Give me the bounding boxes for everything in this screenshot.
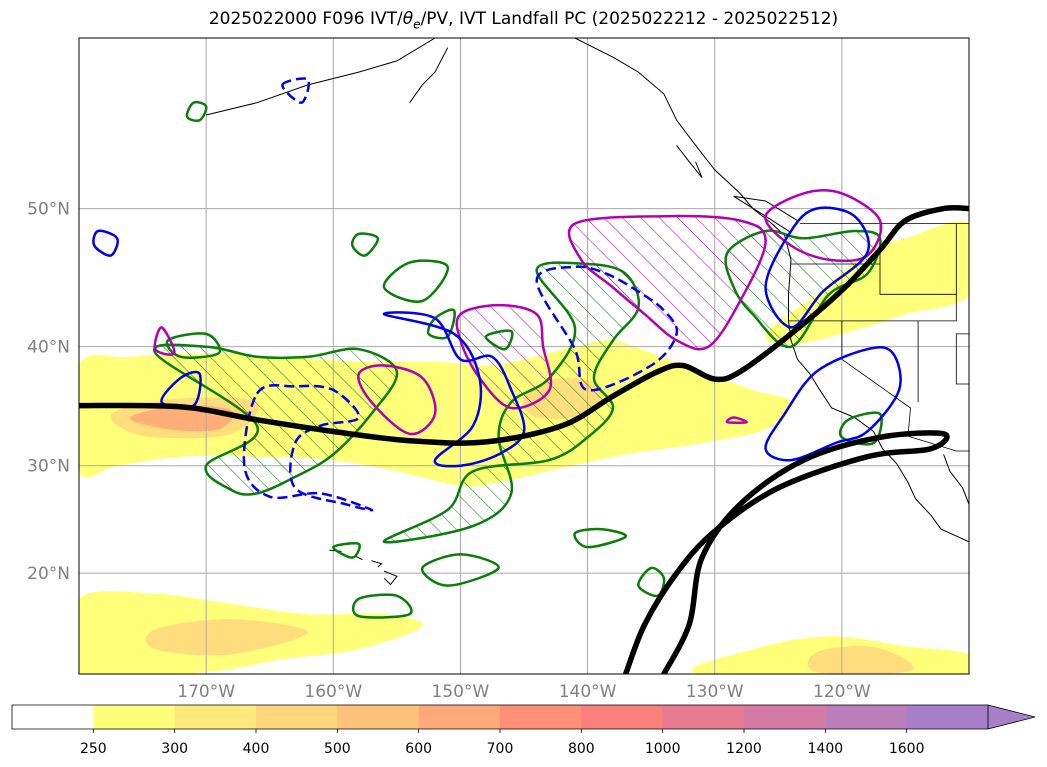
blue-dashed-contour: [281, 77, 311, 104]
blue-contour: [764, 206, 870, 329]
black-curve: [622, 430, 950, 674]
green-contour: [573, 527, 627, 549]
coastlines: [205, 38, 969, 586]
hatch-green: [154, 344, 398, 495]
blue-dashed-contour: [242, 384, 374, 512]
green-contour: [382, 259, 449, 303]
coastline: [371, 560, 383, 568]
colorbar-box: [93, 705, 176, 729]
blue-contour: [382, 311, 526, 468]
contour-lines: [92, 77, 902, 619]
colorbar-tick-label: 600: [405, 741, 432, 757]
black-curves: [79, 204, 969, 674]
green-contour: [350, 232, 380, 257]
lon-tick-label: 150°W: [432, 682, 490, 702]
green-contour: [484, 329, 514, 351]
green-contour: [332, 542, 361, 559]
green-contour: [637, 566, 666, 598]
green-contour: [724, 229, 882, 348]
colorbar-tick-label: 250: [80, 741, 107, 757]
colorbar-tick-label: 300: [161, 741, 188, 757]
black-curve: [79, 204, 969, 446]
colorbar-box: [256, 705, 338, 729]
magenta-contour: [357, 364, 437, 436]
lat-tick-label: 20°N: [27, 564, 70, 584]
magenta-contour: [764, 188, 883, 263]
colorbar-tick-label: 1000: [645, 741, 681, 757]
magenta-contour: [567, 214, 767, 351]
ivt-core-tropics-east: [807, 645, 914, 674]
colorbar-box: [906, 705, 989, 729]
green-contour: [421, 553, 500, 587]
colorbar-box: [662, 705, 745, 729]
coastline: [383, 570, 398, 586]
colorbar-tick-label: 1400: [808, 741, 844, 757]
colorbar-box: [418, 705, 501, 729]
colorbar-extend-arrow: [987, 704, 1036, 730]
coastline: [355, 556, 363, 561]
colorbar-box: [500, 705, 582, 729]
lat-tick-label: 40°N: [27, 338, 70, 358]
green-contour: [185, 100, 208, 122]
state-border: [788, 320, 911, 437]
title-prefix: 2025022000 F096 IVT/: [208, 9, 403, 29]
lon-tick-label: 140°W: [559, 682, 617, 702]
lon-tick-label: 120°W: [813, 682, 871, 702]
lon-tick-label: 170°W: [177, 682, 235, 702]
axis-tick-labels: 20°N 30°N 40°N 50°N 170°W 160°W 150°W 140°W 130°…: [27, 200, 871, 702]
lat-tick-label: 30°N: [27, 457, 70, 477]
green-contour: [838, 411, 883, 446]
colorbar: 250 300 400 500 600 700 800 1000 1200 1400 1600: [11, 704, 1036, 757]
lon-tick-label: 130°W: [686, 682, 744, 702]
ivt-core-tropics-west: [145, 619, 308, 656]
colorbar-box: [744, 705, 826, 729]
colorbar-tick-label: 400: [243, 741, 270, 757]
colorbar-tick-label: 700: [487, 741, 514, 757]
map-frame: [78, 37, 970, 675]
title-subscript: e: [413, 17, 421, 32]
colorbar-box: [12, 705, 94, 729]
hatch-magenta: [456, 305, 551, 409]
coastline: [205, 38, 436, 116]
blue-contour: [764, 345, 902, 462]
title-theta: θ: [402, 9, 414, 29]
magenta-contour: [725, 416, 748, 424]
coastline: [676, 145, 703, 179]
colorbar-tick-label: 500: [324, 741, 351, 757]
colorbar-box: [825, 705, 908, 729]
lat-tick-label: 50°N: [27, 200, 70, 220]
colorbar-box: [581, 705, 664, 729]
lon-tick-label: 160°W: [304, 682, 362, 702]
state-border: [841, 294, 957, 322]
magenta-contour: [455, 303, 553, 410]
blue-dashed-contour: [535, 265, 679, 392]
hatch-magenta: [568, 216, 766, 350]
blue-contour: [92, 229, 119, 257]
colorbar-tick-label: 1600: [889, 741, 925, 757]
colorbar-box: [337, 705, 420, 729]
map-area: [79, 38, 969, 674]
green-contour: [351, 593, 413, 619]
colorbar-tick-label: 1200: [726, 741, 762, 757]
colorbar-box: [174, 705, 257, 729]
coastline: [409, 47, 449, 103]
state-border: [879, 223, 957, 295]
state-border: [955, 333, 969, 385]
chart-title: 2025022000 F096 IVT/θe/PV, IVT Landfall …: [0, 9, 1047, 31]
title-suffix: /PV, IVT Landfall PC (2025022212 - 20250…: [420, 9, 839, 29]
coastline: [943, 454, 969, 505]
colorbar-tick-label: 800: [568, 741, 595, 757]
magenta-contour: [153, 326, 176, 356]
green-contour: [152, 343, 399, 496]
